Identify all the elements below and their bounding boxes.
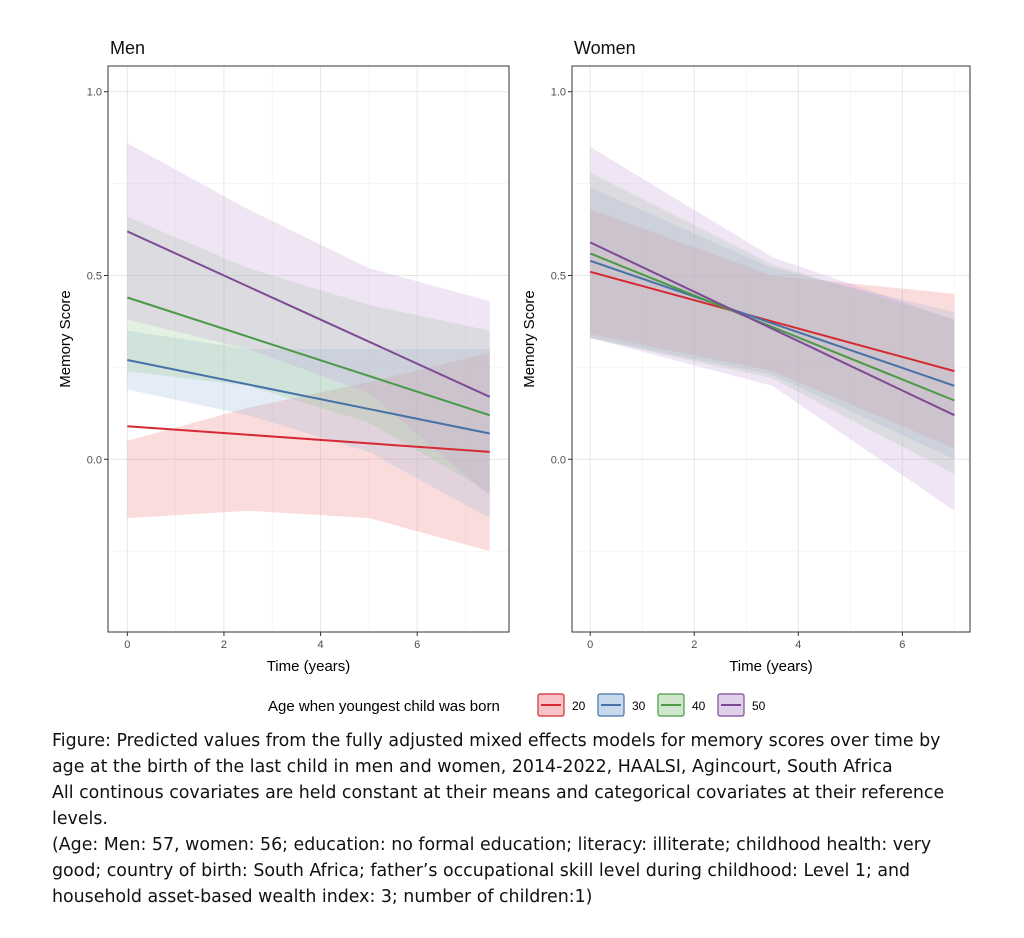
- x-axis-title: Time (years): [267, 658, 351, 675]
- figure-caption: Figure: Predicted values from the fully …: [52, 728, 972, 910]
- legend-item-20: 20: [537, 693, 586, 717]
- caption-line-2: All continous covariates are held consta…: [52, 783, 945, 829]
- x-tick-label: 4: [795, 639, 801, 651]
- caption-line-3: (Age: Men: 57, women: 56; education: no …: [52, 835, 932, 907]
- y-tick-label: 0.5: [551, 270, 566, 282]
- x-tick-label: 6: [414, 639, 420, 651]
- x-tick-label: 0: [124, 639, 130, 651]
- ribbon-20: [127, 352, 490, 552]
- y-tick-label: 0.5: [87, 270, 102, 282]
- series-line-40: [126, 296, 491, 417]
- x-tick-label: 2: [221, 639, 227, 651]
- panel-title: Men: [110, 38, 145, 58]
- x-tick-label: 0: [587, 639, 593, 651]
- series-line-30: [589, 259, 955, 387]
- figure-chart: 0 2 4 6 0.0 0.5 1.0 Men Time (years) Memory Score…: [57, 38, 971, 717]
- x-tick-label: 6: [899, 639, 905, 651]
- legend-item-40: 40: [657, 693, 706, 717]
- series-line-50: [589, 241, 955, 417]
- y-tick-label: 0.0: [87, 454, 102, 466]
- series-line-20: [589, 270, 955, 373]
- plot-area: [572, 66, 970, 632]
- panel-men: 0 2 4 6 0.0 0.5 1.0 Men Time (years) Memory Score: [57, 38, 510, 675]
- series-line-30: [127, 359, 490, 435]
- y-axis-title: Memory Score: [57, 290, 74, 388]
- plot-area: [108, 66, 509, 632]
- series-line-20: [127, 425, 490, 453]
- ribbon-50: [127, 143, 490, 496]
- legend-label: 30: [632, 699, 646, 713]
- x-tick-label: 4: [318, 639, 324, 651]
- x-tick-label: 2: [691, 639, 697, 651]
- legend-title: Age when youngest child was born: [268, 698, 500, 715]
- legend-item-50: 50: [717, 693, 766, 717]
- y-axis-title: Memory Score: [521, 290, 538, 388]
- legend-label: 50: [752, 699, 766, 713]
- caption-line-1: Figure: Predicted values from the fully …: [52, 731, 941, 777]
- panel-title: Women: [574, 38, 636, 58]
- x-axis-title: Time (years): [729, 658, 813, 675]
- series-line-40: [589, 252, 955, 402]
- y-tick-label: 1.0: [551, 87, 566, 99]
- panel-border: [107, 65, 510, 633]
- legend-label: 20: [572, 699, 586, 713]
- legend-label: 40: [692, 699, 706, 713]
- panel-border: [571, 65, 971, 633]
- panel-women: 0 2 4 6 0.0 0.5 1.0 Women Time (years) Memory Sco…: [521, 38, 971, 675]
- series-line-50: [126, 230, 491, 398]
- ribbon-40: [127, 216, 490, 493]
- y-tick-label: 0.0: [551, 454, 566, 466]
- legend-item-30: 30: [597, 693, 646, 717]
- y-tick-label: 1.0: [87, 87, 102, 99]
- legend: Age when youngest child was born 20 30 40 50: [268, 693, 766, 717]
